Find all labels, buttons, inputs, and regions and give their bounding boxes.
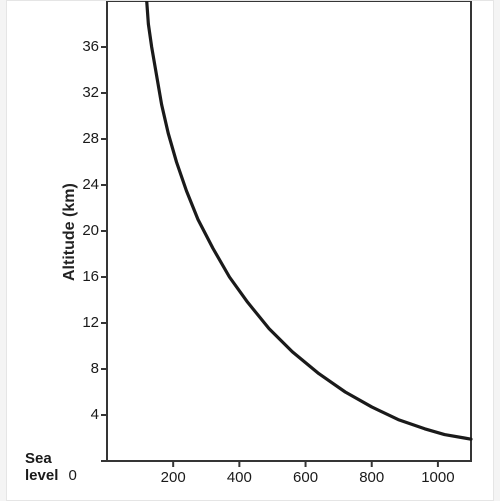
y-tick-label: 36 xyxy=(69,38,99,55)
y-tick-label: 32 xyxy=(69,84,99,101)
y-tick-label: 28 xyxy=(69,130,99,147)
x-tick-label: 400 xyxy=(219,469,259,486)
x-tick-label: 1000 xyxy=(418,469,458,486)
x-tick-label: 200 xyxy=(153,469,193,486)
y-tick-0: 0 xyxy=(69,467,77,484)
y-tick-label: 24 xyxy=(69,176,99,193)
y-tick-label: 12 xyxy=(69,314,99,331)
sea-label-line2: level 0 xyxy=(25,468,77,485)
sea-label-line1: Sea xyxy=(25,451,77,468)
y-tick-label: 20 xyxy=(69,222,99,239)
chart-card: Altitude (km) 4812162024283236 200400600… xyxy=(6,0,494,501)
y-tick-label: 16 xyxy=(69,268,99,285)
y-tick-label: 4 xyxy=(69,406,99,423)
y-tick-label: 8 xyxy=(69,360,99,377)
x-tick-label: 800 xyxy=(352,469,392,486)
altitude-curve xyxy=(147,1,471,439)
sea-level-label: Sea level 0 xyxy=(25,451,77,484)
x-tick-label: 600 xyxy=(286,469,326,486)
